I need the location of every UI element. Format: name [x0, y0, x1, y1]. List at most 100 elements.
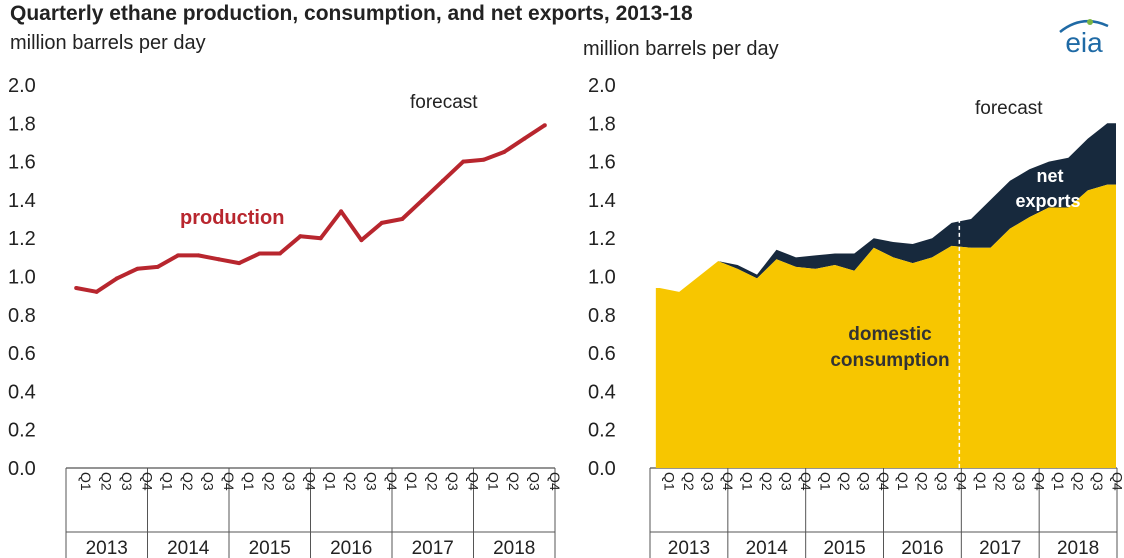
quarter-tick-label: Q2 — [837, 472, 853, 491]
production-point — [196, 253, 201, 258]
quarter-tick-label: Q3 — [856, 472, 872, 491]
net-exports-area — [655, 123, 1116, 292]
production-point — [359, 238, 364, 243]
y-tick-label: 0.2 — [588, 420, 616, 442]
production-point — [135, 266, 140, 271]
quarter-tick-label: Q4 — [1109, 472, 1124, 491]
quarter-tick-label: Q1 — [817, 472, 833, 491]
quarter-tick-label: Q4 — [954, 472, 970, 491]
production-point — [277, 251, 282, 256]
domestic-consumption-area — [655, 184, 1116, 468]
quarter-tick-label: Q2 — [915, 472, 931, 491]
y-tick-label: 1.2 — [588, 228, 616, 250]
quarter-tick-label: Q3 — [445, 472, 461, 491]
year-label: 2013 — [86, 538, 128, 558]
y-tick-label: 0.2 — [8, 420, 36, 442]
year-label: 2018 — [493, 538, 535, 558]
production-point — [74, 285, 79, 290]
quarter-tick-label: Q2 — [425, 472, 441, 491]
production-line-chart: 0.0 0.2 0.4 0.6 0.8 1.0 1.2 1.4 1.6 1.8 2.0 2013 201… — [8, 75, 563, 558]
y-tick-label: 0.4 — [588, 381, 616, 403]
eia-logo-leaf — [1087, 19, 1093, 25]
quarter-tick-label: Q2 — [1070, 472, 1086, 491]
production-series-label: production — [180, 207, 284, 229]
quarter-tick-label: Q3 — [282, 472, 298, 491]
quarter-tick-label: Q1 — [895, 472, 911, 491]
eia-logo: eia — [1059, 19, 1109, 58]
quarter-tick-label: Q1 — [323, 472, 339, 491]
production-point — [400, 217, 405, 222]
quarter-tick-label: Q2 — [681, 472, 697, 491]
production-point — [339, 209, 344, 214]
y-tick-label: 0.0 — [8, 458, 36, 480]
y-tick-label: 0.0 — [588, 458, 616, 480]
production-point — [502, 150, 507, 155]
exports-series-label-line2: exports — [1015, 191, 1080, 211]
quarter-tick-label: Q3 — [934, 472, 950, 491]
eia-logo-arc — [1059, 19, 1109, 33]
y-tick-label: 0.8 — [8, 305, 36, 327]
eia-logo-text: eia — [1065, 27, 1103, 58]
quarter-tick-label: Q3 — [526, 472, 542, 491]
y-tick-label: 1.6 — [588, 152, 616, 174]
production-point — [461, 159, 466, 164]
y-tick-label: 1.8 — [8, 113, 36, 135]
forecast-label: forecast — [975, 98, 1043, 119]
year-label: 2017 — [412, 538, 454, 558]
chart-title: Quarterly ethane production, consumption… — [10, 2, 693, 25]
quarter-tick-label: Q1 — [662, 472, 678, 491]
quarter-tick-label: Q2 — [99, 472, 115, 491]
production-point — [318, 236, 323, 241]
quarter-tick-label: Q4 — [876, 472, 892, 491]
quarter-tick-label: Q2 — [262, 472, 278, 491]
quarter-tick-label: Q1 — [973, 472, 989, 491]
right-y-axis-unit: million barrels per day — [583, 38, 779, 60]
y-tick-label: 0.4 — [8, 381, 36, 403]
y-tick-label: 1.6 — [8, 152, 36, 174]
consumption-series-label-line2: consumption — [830, 350, 949, 371]
quarter-tick-label: Q1 — [740, 472, 756, 491]
quarter-tick-label: Q1 — [1051, 472, 1067, 491]
y-tick-label: 2.0 — [588, 75, 616, 97]
consumption-series-label-line1: domestic — [848, 324, 932, 345]
quarter-tick-label: Q1 — [241, 472, 257, 491]
quarter-tick-label: Q4 — [221, 472, 237, 491]
production-point — [257, 251, 262, 256]
year-label: 2017 — [979, 538, 1021, 558]
production-point — [522, 136, 527, 141]
left-y-axis-unit: million barrels per day — [10, 32, 206, 54]
production-point — [481, 157, 486, 162]
y-tick-label: 1.0 — [8, 267, 36, 289]
y-tick-label: 0.6 — [588, 343, 616, 365]
production-point — [420, 197, 425, 202]
quarter-tick-label: Q1 — [404, 472, 420, 491]
quarter-tick-label: Q3 — [1012, 472, 1028, 491]
production-point — [542, 123, 547, 128]
production-point — [94, 289, 99, 294]
production-point — [216, 257, 221, 262]
quarter-tick-label: Q2 — [759, 472, 775, 491]
quarter-tick-label: Q1 — [78, 472, 94, 491]
quarter-tick-label: Q3 — [778, 472, 794, 491]
year-label: 2015 — [823, 538, 865, 558]
production-point — [440, 178, 445, 183]
year-label: 2013 — [668, 538, 710, 558]
y-tick-label: 1.4 — [588, 190, 616, 212]
quarter-tick-label: Q1 — [486, 472, 502, 491]
year-label: 2014 — [167, 538, 210, 558]
quarter-tick-label: Q4 — [798, 472, 814, 491]
y-tick-label: 1.2 — [8, 228, 36, 250]
quarter-tick-label: Q4 — [384, 472, 400, 491]
quarter-tick-label: Q3 — [701, 472, 717, 491]
quarter-tick-label: Q2 — [506, 472, 522, 491]
quarter-tick-label: Q4 — [302, 472, 318, 491]
quarter-tick-label: Q3 — [1090, 472, 1106, 491]
production-point — [237, 261, 242, 266]
quarter-tick-label: Q3 — [200, 472, 216, 491]
quarter-tick-label: Q1 — [160, 472, 176, 491]
quarter-tick-label: Q4 — [139, 472, 155, 491]
production-point — [298, 234, 303, 239]
quarter-tick-label: Q4 — [465, 472, 481, 491]
production-point — [176, 253, 181, 258]
y-tick-label: 1.0 — [588, 267, 616, 289]
